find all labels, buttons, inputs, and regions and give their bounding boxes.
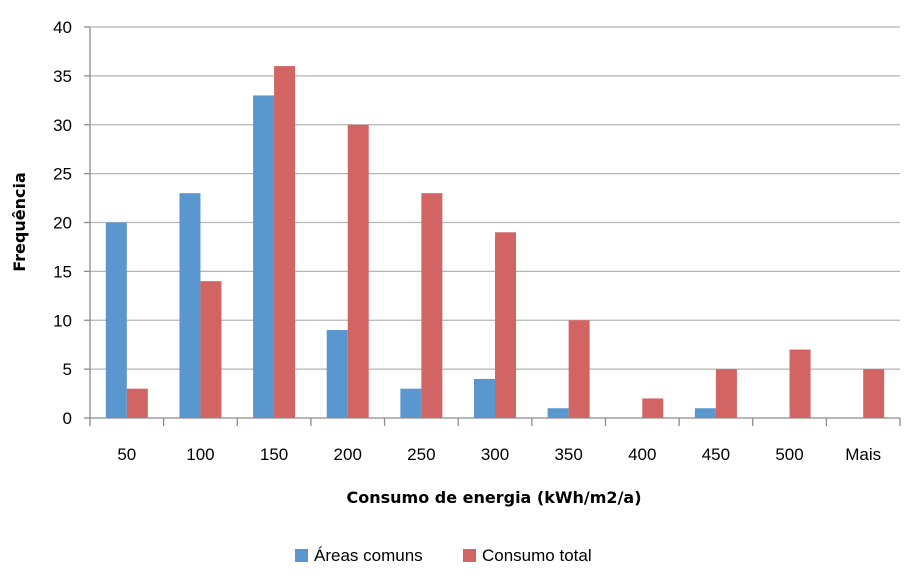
legend: Áreas comuns Consumo total: [295, 546, 592, 565]
bar-areas-comuns-50: [105, 222, 127, 418]
bar-consumo-total-450: [715, 369, 737, 418]
legend-label-consumo-total: Consumo total: [482, 546, 592, 565]
x-tick-label-350: 350: [554, 445, 582, 464]
x-axis-title: Consumo de energia (kWh/m2/a): [346, 488, 641, 507]
y-tick-label-10: 10: [53, 311, 72, 330]
bar-areas-comuns-300: [474, 378, 495, 418]
legend-swatch-areas-comuns: [295, 549, 308, 562]
bar-areas-comuns-250: [400, 388, 422, 418]
y-tick-label-35: 35: [53, 67, 72, 86]
y-tick-label-0: 0: [63, 409, 72, 428]
bar-areas-comuns-150: [253, 95, 275, 419]
x-tick-label-mais: Mais: [845, 445, 881, 464]
x-tick-label-50: 50: [117, 445, 136, 464]
bar-areas-comuns-100: [179, 193, 201, 418]
y-tick-label-30: 30: [53, 116, 72, 135]
y-tick-label-15: 15: [53, 262, 72, 281]
x-tick-label-300: 300: [481, 445, 509, 464]
bar-consumo-total-200: [347, 124, 369, 418]
bar-consumo-total-400: [642, 398, 664, 418]
legend-swatch-consumo-total: [463, 549, 476, 562]
bar-consumo-total-350: [568, 320, 590, 418]
x-tick-label-250: 250: [407, 445, 435, 464]
bar-areas-comuns-450: [694, 408, 716, 418]
bar-consumo-total-300: [495, 232, 516, 418]
x-tick-label-100: 100: [186, 445, 214, 464]
bar-areas-comuns-200: [326, 330, 348, 418]
x-tick-label-150: 150: [260, 445, 288, 464]
x-tick-label-200: 200: [334, 445, 362, 464]
bar-areas-comuns-350: [547, 408, 569, 418]
bar-consumo-total-500: [789, 349, 811, 418]
bar-consumo-total-250: [421, 193, 443, 418]
y-tick-labels: 0 5 10 15 20 25 30 35 40: [53, 18, 72, 428]
x-tick-labels: 50 100 150 200 250 300 350 400 450 500 Mais: [117, 445, 881, 464]
bar-consumo-total-mais: [863, 369, 885, 418]
bar-consumo-total-150: [274, 66, 296, 418]
x-tick-label-450: 450: [702, 445, 730, 464]
axes: [84, 26, 901, 426]
bar-consumo-total-50: [126, 388, 148, 418]
y-tick-label-40: 40: [53, 18, 72, 37]
y-tick-label-25: 25: [53, 165, 72, 184]
y-tick-label-20: 20: [53, 214, 72, 233]
bar-consumo-total-100: [200, 281, 222, 418]
x-tick-label-400: 400: [628, 445, 656, 464]
y-axis-title: Frequência: [10, 172, 29, 272]
legend-label-areas-comuns: Áreas comuns: [314, 546, 423, 565]
y-tick-label-5: 5: [63, 360, 72, 379]
bars: [105, 66, 885, 419]
x-tick-label-500: 500: [775, 445, 803, 464]
